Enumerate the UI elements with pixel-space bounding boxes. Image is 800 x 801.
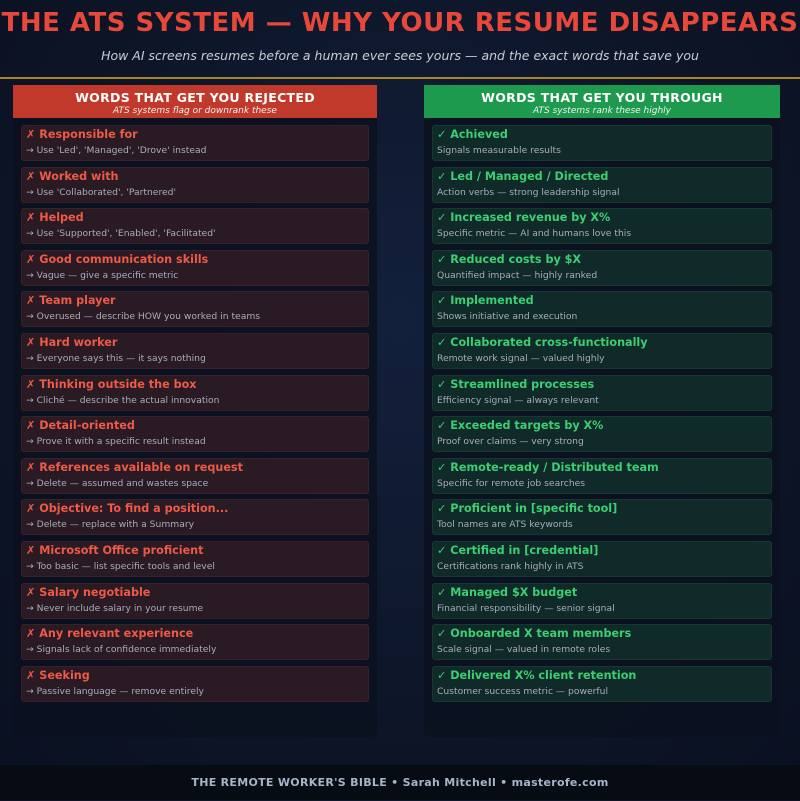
word-note: → Vague — give a specific metric bbox=[26, 269, 179, 281]
word-card: ✓ Exceeded targets by X% Proof over claim… bbox=[432, 416, 772, 453]
footer: THE REMOTE WORKER'S BIBLE • Sarah Mitche… bbox=[0, 765, 800, 800]
word-card: ✗ Salary negotiable → Never include salar… bbox=[21, 582, 369, 619]
word-title: ✗ Helped bbox=[26, 211, 84, 225]
word-title: ✗ Responsible for bbox=[26, 128, 138, 141]
word-card: ✗ Objective: To find a position... → Dele… bbox=[21, 499, 369, 536]
word-card: ✗ Microsoft Office proficient → Too basic… bbox=[21, 541, 369, 577]
word-card: ✗ Helped → Use 'Supported', 'Enabled', 'F… bbox=[21, 208, 369, 245]
word-card: ✗ Team player → Overused — describe HOW y… bbox=[21, 291, 369, 328]
word-note: → Use 'Collaborated', 'Partnered' bbox=[26, 186, 177, 198]
panel-header: WORDS THAT GET YOU THROUGH ATS systems r… bbox=[424, 85, 780, 118]
word-title: ✓ Exceeded targets by X% bbox=[437, 419, 604, 433]
word-note: → Passive language — remove entirely bbox=[26, 685, 204, 697]
word-title: ✓ Achieved bbox=[437, 128, 508, 141]
word-note: Proof over claims — very strong bbox=[437, 436, 584, 448]
word-card: ✗ Detail-oriented → Prove it with a speci… bbox=[21, 416, 369, 453]
word-note: → Prove it with a specific result instea… bbox=[26, 436, 206, 448]
word-title: ✗ Thinking outside the box bbox=[26, 377, 197, 391]
panel-subheading: ATS systems flag or downrank these bbox=[113, 106, 277, 116]
word-note: → Delete — assumed and wastes space bbox=[26, 477, 209, 489]
title: THE ATS SYSTEM — WHY YOUR RESUME DISAPPE… bbox=[1, 8, 799, 38]
word-card: ✓ Streamlined processes Efficiency signal… bbox=[432, 374, 772, 411]
accepted-panel: WORDS THAT GET YOU THROUGH ATS systems r… bbox=[424, 85, 780, 737]
word-card: ✓ Onboarded X team members Scale signal —… bbox=[432, 624, 772, 661]
word-title: ✗ Any relevant experience bbox=[26, 627, 194, 641]
word-card: ✗ Worked with → Use 'Collaborated', 'Part… bbox=[21, 166, 369, 203]
word-card: ✓ Delivered X% client retention Customer … bbox=[432, 665, 772, 702]
word-note: → Overused — describe HOW you worked in … bbox=[26, 311, 261, 323]
word-card: ✓ Remote-ready / Distributed team Specifi… bbox=[432, 457, 772, 494]
word-note: Customer success metric — powerful bbox=[437, 685, 609, 697]
panel-subheading: ATS systems rank these highly bbox=[533, 106, 671, 116]
word-note: Signals measurable results bbox=[437, 145, 561, 156]
word-card: ✗ References available on request → Delet… bbox=[21, 457, 369, 494]
word-note: → Signals lack of confidence immediately bbox=[26, 644, 217, 656]
word-note: → Never include salary in your resume bbox=[26, 602, 204, 614]
panel-heading: WORDS THAT GET YOU THROUGH bbox=[481, 90, 723, 105]
divider bbox=[0, 77, 800, 79]
word-title: ✗ Worked with bbox=[26, 169, 119, 183]
word-title: ✗ Salary negotiable bbox=[26, 585, 151, 599]
word-card: ✓ Reduced costs by $X Quantified impact —… bbox=[432, 249, 772, 286]
word-title: ✓ Increased revenue by X% bbox=[437, 211, 611, 225]
word-note: Specific for remote job searches bbox=[437, 477, 586, 489]
word-note: Tool names are ATS keywords bbox=[437, 519, 573, 531]
word-title: ✗ Good communication skills bbox=[26, 252, 209, 266]
word-card: ✗ Hard worker → Everyone says this — it s… bbox=[21, 333, 369, 369]
word-note: → Delete — replace with a Summary bbox=[26, 519, 195, 531]
word-title: ✓ Reduced costs by $X bbox=[437, 252, 582, 266]
word-card: ✓ Managed $X budget Financial responsibil… bbox=[432, 582, 772, 619]
word-card: ✗ Responsible for → Use 'Led', 'Managed',… bbox=[21, 125, 369, 161]
word-note: Efficiency signal — always relevant bbox=[437, 394, 599, 406]
word-title: ✓ Remote-ready / Distributed team bbox=[437, 460, 659, 474]
word-title: ✗ References available on request bbox=[26, 460, 243, 474]
word-note: → Too basic — list specific tools and le… bbox=[26, 561, 215, 572]
word-note: → Everyone says this — it says nothing bbox=[26, 353, 206, 364]
rejected-panel: WORDS THAT GET YOU REJECTED ATS systems … bbox=[13, 85, 377, 737]
word-title: ✗ Hard worker bbox=[26, 336, 118, 349]
word-title: ✗ Team player bbox=[26, 294, 116, 308]
panel-heading: WORDS THAT GET YOU REJECTED bbox=[75, 90, 315, 105]
word-card: ✗ Any relevant experience → Signals lack … bbox=[21, 624, 369, 661]
word-card: ✓ Proficient in [specific tool] Tool name… bbox=[432, 499, 772, 536]
word-note: Action verbs — strong leadership signal bbox=[437, 186, 620, 198]
word-note: Scale signal — valued in remote roles bbox=[437, 644, 611, 656]
word-card: ✓ Certified in [credential] Certification… bbox=[432, 541, 772, 577]
word-title: ✗ Detail-oriented bbox=[26, 419, 135, 433]
word-title: ✗ Objective: To find a position... bbox=[26, 502, 229, 516]
word-title: ✓ Streamlined processes bbox=[437, 377, 595, 391]
word-title: ✓ Implemented bbox=[437, 294, 534, 308]
word-card: ✓ Implemented Shows initiative and execut… bbox=[432, 291, 772, 328]
word-note: Certifications rank highly in ATS bbox=[437, 561, 584, 572]
word-title: ✗ Seeking bbox=[26, 668, 90, 682]
word-title: ✓ Collaborated cross-functionally bbox=[437, 336, 648, 349]
word-note: Quantified impact — highly ranked bbox=[437, 269, 598, 281]
word-card: ✓ Collaborated cross-functionally Remote … bbox=[432, 333, 772, 369]
word-note: → Cliché — describe the actual innovatio… bbox=[26, 394, 220, 406]
word-card: ✗ Thinking outside the box → Cliché — des… bbox=[21, 374, 369, 411]
word-title: ✓ Managed $X budget bbox=[437, 585, 578, 599]
word-note: Shows initiative and execution bbox=[437, 311, 578, 323]
word-note: Financial responsibility — senior signal bbox=[437, 602, 615, 614]
word-title: ✗ Microsoft Office proficient bbox=[26, 544, 204, 557]
word-title: ✓ Delivered X% client retention bbox=[437, 668, 637, 682]
word-title: ✓ Onboarded X team members bbox=[437, 627, 632, 641]
subtitle: How AI screens resumes before a human ev… bbox=[101, 48, 699, 63]
word-card: ✓ Led / Managed / Directed Action verbs —… bbox=[432, 166, 772, 203]
word-card: ✗ Good communication skills → Vague — giv… bbox=[21, 249, 369, 286]
word-title: ✓ Certified in [credential] bbox=[437, 544, 599, 557]
panel-header: WORDS THAT GET YOU REJECTED ATS systems … bbox=[13, 85, 377, 118]
word-note: → Use 'Supported', 'Enabled', 'Facilitat… bbox=[26, 228, 216, 240]
word-note: → Use 'Led', 'Managed', 'Drove' instead bbox=[26, 145, 207, 156]
word-card: ✓ Achieved Signals measurable results bbox=[432, 125, 772, 161]
word-note: Specific metric — AI and humans love thi… bbox=[437, 228, 632, 240]
word-title: ✓ Led / Managed / Directed bbox=[437, 169, 609, 183]
word-note: Remote work signal — valued highly bbox=[437, 353, 605, 364]
word-title: ✓ Proficient in [specific tool] bbox=[437, 502, 618, 516]
word-card: ✗ Seeking → Passive language — remove ent… bbox=[21, 665, 369, 702]
word-card: ✓ Increased revenue by X% Specific metric… bbox=[432, 208, 772, 245]
